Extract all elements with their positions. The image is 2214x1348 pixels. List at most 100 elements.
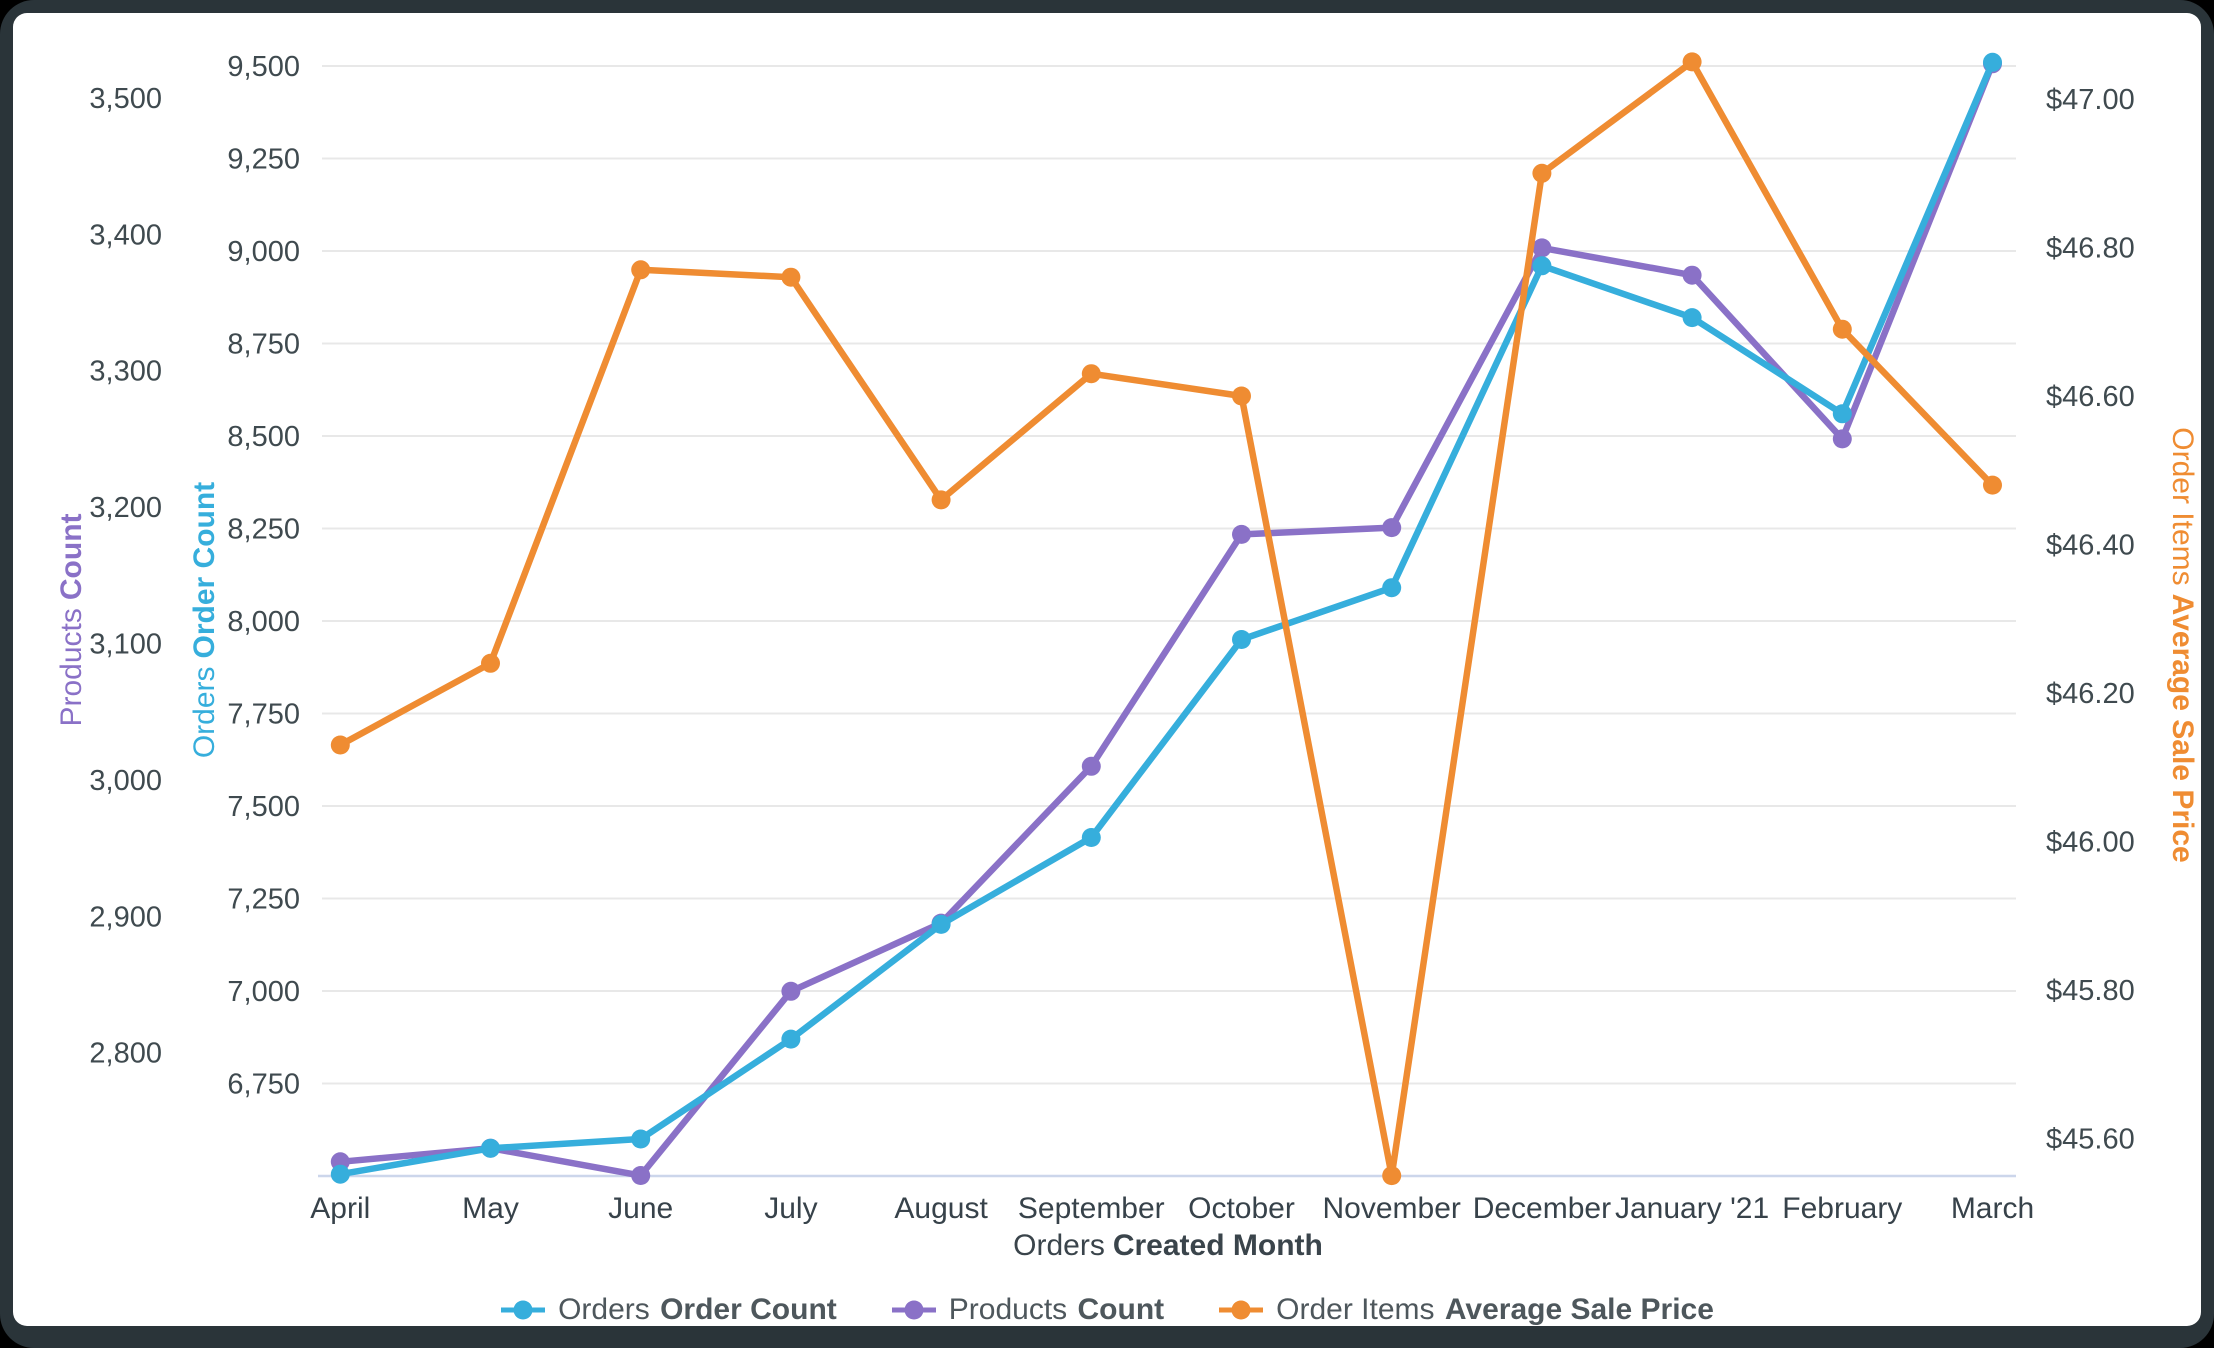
products-axis-tick-label: 3,500 xyxy=(89,83,162,115)
legend-item-orders-order-count[interactable]: Orders Order Count xyxy=(500,1293,837,1327)
products-axis-tick-label: 3,200 xyxy=(89,492,162,524)
orders-axis-tick-label: 8,250 xyxy=(227,514,300,546)
x-axis-month-label: November xyxy=(1323,1192,1461,1225)
price-axis-title-bold: Average Sale Price xyxy=(2166,593,2199,863)
data-point-orders-November[interactable] xyxy=(1382,578,1402,598)
data-point-price-July[interactable] xyxy=(781,267,801,287)
products-axis-tick-label: 2,900 xyxy=(89,901,162,933)
legend-item-products-count[interactable]: Products Count xyxy=(891,1293,1164,1327)
data-point-price-February[interactable] xyxy=(1832,319,1852,339)
data-point-orders-January '21[interactable] xyxy=(1682,308,1702,328)
data-point-products-October[interactable] xyxy=(1232,524,1251,544)
data-point-price-May[interactable] xyxy=(481,653,500,673)
price-axis-title: Order Items Average Sale Price xyxy=(2165,427,2199,862)
orders-axis-tick-label: 7,000 xyxy=(227,976,300,1008)
legend-label-bold: Order Count xyxy=(660,1293,837,1326)
x-axis-month-label: January '21 xyxy=(1615,1192,1769,1225)
data-point-price-October[interactable] xyxy=(1232,386,1251,406)
products-axis-title-bold: Count xyxy=(55,513,88,601)
legend-item-order-items-average-sale-price[interactable]: Order Items Average Sale Price xyxy=(1218,1293,1714,1327)
data-point-orders-September[interactable] xyxy=(1081,828,1101,847)
products-axis-tick-label: 3,000 xyxy=(89,765,162,797)
data-point-orders-May[interactable] xyxy=(481,1138,500,1158)
series-line-products xyxy=(337,60,1996,1179)
data-point-orders-December[interactable] xyxy=(1532,256,1552,276)
legend-label-bold: Average Sale Price xyxy=(1444,1293,1714,1326)
x-axis-month-label: March xyxy=(1951,1192,2034,1225)
data-point-price-March[interactable] xyxy=(1983,475,2002,495)
price-axis-tick-label: $46.00 xyxy=(2046,827,2135,859)
orders-axis-tick-label: 9,250 xyxy=(227,144,300,176)
data-point-price-September[interactable] xyxy=(1081,364,1101,384)
x-axis-month-label: April xyxy=(310,1192,370,1225)
orders-axis-title-bold: Order Count xyxy=(188,481,221,659)
x-axis-month-label: December xyxy=(1473,1192,1611,1225)
price-axis-tick-label: $45.80 xyxy=(2046,975,2135,1007)
price-axis-tick-label: $46.80 xyxy=(2046,233,2135,265)
products-axis-tick-label: 2,800 xyxy=(89,1038,162,1070)
data-point-products-January '21[interactable] xyxy=(1682,265,1702,285)
orders-axis-title: Orders Order Count xyxy=(188,482,222,758)
x-axis-month-label: May xyxy=(462,1192,519,1225)
price-axis-title-regular: Order Items xyxy=(2166,427,2199,586)
data-point-price-January '21[interactable] xyxy=(1682,52,1702,72)
data-point-price-December[interactable] xyxy=(1532,163,1552,183)
x-axis-month-label: February xyxy=(1782,1192,1902,1225)
products-axis-tick-label: 3,400 xyxy=(89,219,162,251)
data-point-products-February[interactable] xyxy=(1832,429,1852,449)
x-axis-title-bold: Created Month xyxy=(1112,1229,1323,1262)
data-point-orders-July[interactable] xyxy=(781,1029,801,1049)
data-point-products-November[interactable] xyxy=(1382,518,1402,538)
data-point-orders-March[interactable] xyxy=(1983,52,2002,72)
data-point-products-December[interactable] xyxy=(1532,238,1552,258)
price-axis-tick-label: $46.60 xyxy=(2046,381,2135,413)
price-axis-tick-label: $47.00 xyxy=(2046,84,2135,116)
data-point-orders-October[interactable] xyxy=(1232,630,1251,649)
legend-label-bold: Count xyxy=(1077,1293,1165,1326)
data-point-orders-June[interactable] xyxy=(631,1129,651,1149)
x-axis-month-label: October xyxy=(1188,1192,1295,1225)
orders-axis-tick-label: 9,000 xyxy=(227,236,300,268)
x-axis-title-regular: Orders xyxy=(1013,1229,1105,1262)
products-axis-tick-label: 3,300 xyxy=(89,356,162,388)
price-axis-tick-label: $46.20 xyxy=(2046,678,2135,710)
orders-axis-tick-label: 7,750 xyxy=(227,699,300,731)
x-axis-title: Orders Created Month xyxy=(1013,1229,1323,1263)
series-line-price xyxy=(337,58,1996,1179)
data-point-products-July[interactable] xyxy=(781,981,801,1001)
orders-axis-tick-label: 7,250 xyxy=(227,884,300,916)
data-point-price-November[interactable] xyxy=(1382,1166,1402,1186)
chart-card xyxy=(13,13,2201,1326)
orders-axis-tick-label: 7,500 xyxy=(227,791,300,823)
series-line-orders xyxy=(337,59,1996,1178)
data-point-products-September[interactable] xyxy=(1081,756,1101,776)
data-point-price-August[interactable] xyxy=(931,490,951,510)
x-axis-month-label: June xyxy=(608,1192,673,1225)
x-axis-month-label: September xyxy=(1018,1192,1165,1225)
products-axis-title-regular: Products xyxy=(55,608,88,727)
legend-label-regular: Products xyxy=(948,1293,1068,1326)
data-point-price-April[interactable] xyxy=(330,735,350,755)
products-axis-tick-label: 3,100 xyxy=(89,629,162,661)
orders-axis-tick-label: 8,000 xyxy=(227,606,300,638)
legend: Orders Order Count Products Count Order … xyxy=(0,1288,2214,1332)
price-axis-tick-label: $46.40 xyxy=(2046,530,2135,562)
data-point-orders-February[interactable] xyxy=(1832,404,1852,424)
orders-axis-tick-label: 8,750 xyxy=(227,329,300,361)
legend-marker-line-dot-icon xyxy=(891,1300,936,1320)
orders-axis-tick-label: 8,500 xyxy=(227,421,300,453)
data-point-orders-August[interactable] xyxy=(931,914,951,934)
legend-marker-line-dot-icon xyxy=(1219,1300,1264,1320)
data-point-price-June[interactable] xyxy=(631,260,651,280)
legend-marker-line-dot-icon xyxy=(501,1300,546,1320)
data-point-products-June[interactable] xyxy=(631,1166,651,1185)
data-point-orders-April[interactable] xyxy=(330,1164,350,1184)
orders-axis-tick-label: 6,750 xyxy=(227,1069,300,1101)
x-axis-month-label: July xyxy=(764,1192,817,1225)
x-axis-month-label: August xyxy=(894,1192,988,1225)
products-axis-title: Products Count xyxy=(55,513,89,726)
legend-label-regular: Orders xyxy=(558,1293,650,1326)
price-axis-tick-label: $45.60 xyxy=(2046,1124,2135,1156)
